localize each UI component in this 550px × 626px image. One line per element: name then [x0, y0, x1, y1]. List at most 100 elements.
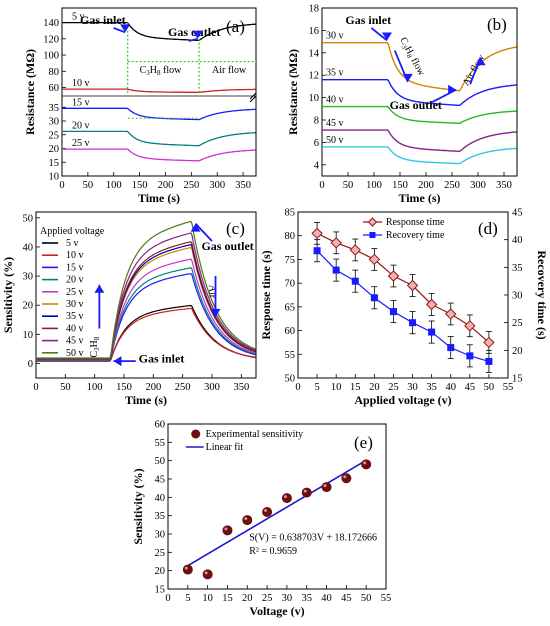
panel-c-legend-label: 50 v — [66, 348, 84, 359]
panel-d-y2-tick-label: 20 — [512, 346, 523, 357]
panel-d-x-tick-label: 5 — [314, 382, 319, 393]
panel-b-x-tick-label: 250 — [444, 180, 460, 191]
panel-e-y-tick-label: 60 — [155, 420, 166, 431]
panel-b-air-arrow-head — [475, 57, 486, 66]
panel-d-recovery-point — [332, 266, 340, 274]
panel-e-legend-label: Experimental sensitivity — [206, 429, 303, 440]
panel-b-series-line — [322, 129, 517, 152]
panel-e-data-point — [262, 507, 273, 517]
panel-e-r2: R² = 0.9659 — [249, 546, 297, 557]
panel-c-series-line — [36, 220, 256, 359]
panel-e-data-point — [182, 564, 193, 575]
panel-e-data-point-highlight — [363, 461, 367, 465]
panel-e-x-tick-label: 55 — [381, 593, 392, 604]
panel-b-x-tick-label: 100 — [366, 180, 382, 191]
panel-d-x-tick-label: 20 — [369, 382, 380, 393]
panel-c-x-axis-title: Time (s) — [125, 393, 167, 407]
panel-b-x-axis-title: Time (s) — [398, 191, 440, 205]
panel-d-x-tick-label: 40 — [445, 382, 456, 393]
panel-d-y2-axis-title: Recovery time (s) — [535, 250, 549, 339]
panel-d-x-tick-label: 45 — [465, 382, 476, 393]
panel-b-inlet-arrow-head — [382, 32, 392, 41]
panel-d-x-tick-label: 0 — [295, 382, 300, 393]
panel-c-c3h8-arrow-head — [94, 284, 105, 293]
panel-b-y-tick-label: 4 — [314, 160, 320, 171]
panel-c-y-tick-label: 40 — [23, 242, 34, 253]
panel-a-x-tick-label: 50 — [83, 180, 94, 191]
panel-b-inlet-arrow-shaft — [370, 27, 388, 42]
panel-e-x-tick-label: 20 — [242, 593, 253, 604]
panel-d-y-tick-label: 60 — [285, 326, 296, 337]
panel-c-gas-inlet-label: Gas inlet — [139, 352, 185, 366]
panel-e-label: (e) — [354, 433, 373, 452]
panel-a-series-line — [62, 21, 256, 42]
panel-b-y-tick-label: 6 — [314, 138, 319, 149]
panel-b-x-tick-label: 50 — [343, 180, 354, 191]
panel-e-data-point-highlight — [283, 495, 287, 499]
panel-e-y-tick-label: 30 — [155, 530, 166, 541]
panel-b-x-tick-label: 300 — [470, 180, 486, 191]
panel-a-break-mark — [249, 92, 257, 103]
panel-d-response-point — [349, 244, 361, 256]
panel-a-x-tick-label: 350 — [235, 180, 251, 191]
panel-e-y-tick-label: 15 — [155, 585, 166, 596]
panel-e-data-point — [242, 515, 253, 526]
panel-b-frame — [321, 7, 518, 177]
panel-a-y-tick-label: 25 — [49, 130, 60, 141]
panel-c-y-axis-title: Sensitivity (%) — [1, 257, 15, 333]
panel-d-legend-label: Recovery time — [386, 230, 445, 241]
panel-d-x-tick-label: 25 — [388, 382, 399, 393]
panel-e-x-tick-label: 0 — [165, 593, 170, 604]
panel-d-legend-marker — [367, 217, 378, 227]
panel-c-y-tick-label: 50 — [23, 213, 34, 224]
panel-a-y-tick-label: 140 — [43, 18, 59, 29]
panel-b-series-line — [322, 79, 517, 107]
panel-e-data-point — [341, 473, 352, 484]
panel-a-inlet-arrow-shaft — [113, 27, 126, 34]
panel-e-data-point-highlight — [323, 484, 327, 488]
panel-a-y-tick-label: 15 — [49, 158, 60, 169]
panel-c-c3h8-label: C3H8 — [89, 336, 101, 357]
panel-d-response-point — [483, 336, 495, 349]
panel-a-y-tick-label: 100 — [43, 51, 59, 62]
panel-d-y2-tick-label: 35 — [512, 263, 523, 274]
panel-a-x-axis-title: Time (s) — [138, 191, 180, 205]
panel-a-outlet-arrow-shaft — [188, 37, 198, 42]
panel-a-gas-inlet-label: Gas inlet — [80, 13, 126, 27]
panel-d-recovery-point — [409, 319, 417, 327]
panel-e-data-point — [202, 569, 213, 580]
panel-e-x-axis-title: Voltage (v) — [249, 604, 304, 618]
panel-a-y-tick-label: 60 — [49, 83, 60, 94]
panel-a-y-tick-label: 80 — [49, 67, 60, 78]
panel-c-x-tick-label: 350 — [233, 382, 249, 393]
panel-d-recovery-point — [370, 294, 378, 302]
panel-e-legend-marker — [191, 429, 201, 439]
panel-b-label: (b) — [487, 15, 507, 34]
panel-b-outlet-arrow-head — [448, 84, 457, 95]
panel-e-x-tick-label: 5 — [185, 593, 190, 604]
panel-d-recovery-point — [466, 352, 474, 360]
panel-d-response-point — [311, 227, 323, 240]
panel-a-series-line — [62, 130, 256, 147]
panel-c-legend-label: 35 v — [66, 311, 84, 322]
panel-c-y-tick-label: 10 — [23, 330, 34, 341]
panel-e-equation: S(V) = 0.638703V + 18.172666 — [249, 533, 377, 544]
panel-e-y-tick-label: 20 — [155, 566, 166, 577]
panel-a-y-tick-label: 35 — [49, 103, 60, 114]
panel-d-response-point — [330, 237, 342, 249]
panel-b-gas-inlet-label: Gas inlet — [345, 13, 391, 27]
panel-d-x-tick-label: 35 — [426, 382, 437, 393]
panel-c-label: (c) — [226, 219, 245, 238]
panel-c-y-tick-label: 20 — [23, 301, 34, 312]
panel-e-data-point — [222, 525, 233, 536]
panel-d-x-tick-label: 15 — [350, 382, 361, 393]
panel-e-y-tick-label: 40 — [155, 493, 166, 504]
panel-c-legend-label: 25 v — [66, 287, 84, 298]
panel-c-air-label: Air — [207, 285, 218, 299]
panel-c-x-tick-label: 200 — [145, 382, 161, 393]
panel-d-y-tick-label: 85 — [285, 208, 296, 219]
panel-c-gas-outlet-label: Gas outlet — [201, 239, 253, 253]
panel-e-data-point-highlight — [264, 509, 268, 512]
panel-d-y-tick-label: 80 — [285, 231, 296, 242]
